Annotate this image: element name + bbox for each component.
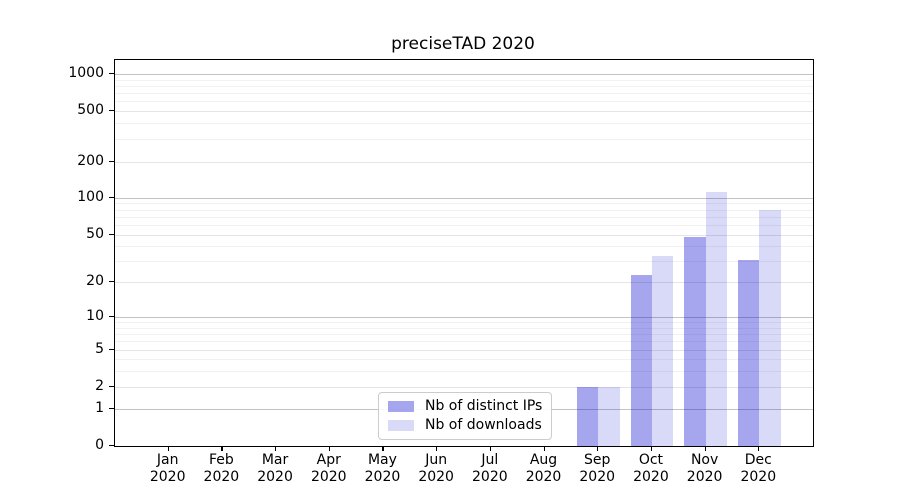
y-tick-mark	[109, 445, 114, 447]
x-tick-label: Sep 2020	[579, 452, 616, 485]
y-tick-label: 10	[86, 307, 104, 324]
gridline-minor	[115, 333, 813, 335]
x-tick-label: Mar 2020	[257, 452, 293, 485]
gridline-minor	[115, 86, 813, 88]
x-tick-mark	[650, 446, 653, 451]
legend-row: Nb of downloads	[388, 418, 542, 433]
x-tick-label: May 2020	[364, 452, 401, 485]
gridline-minor	[115, 327, 813, 329]
x-tick-label: Jan 2020	[149, 452, 186, 485]
gridline-minor	[115, 341, 813, 343]
y-tick-label: 20	[86, 273, 104, 289]
gridline-sub	[115, 386, 813, 388]
gridline-sub	[115, 110, 813, 112]
gridline-sub	[115, 162, 813, 163]
bar-downloads-nov	[705, 191, 727, 446]
x-tick-mark	[597, 446, 599, 451]
gridline-minor	[115, 246, 813, 248]
y-tick-label: 5	[95, 341, 104, 358]
gridline-minor	[115, 139, 813, 141]
bar-distinct-ips-sep	[576, 386, 599, 446]
gridline-minor	[115, 79, 813, 81]
chart-title: preciseTAD 2020	[391, 34, 535, 54]
y-tick-mark	[109, 109, 114, 111]
y-tick-mark	[109, 234, 114, 236]
gridline-sub	[115, 235, 813, 236]
gridline-sub	[115, 282, 813, 283]
bar-distinct-ips-dec	[737, 259, 760, 446]
x-tick-mark	[436, 446, 438, 451]
bar-distinct-ips-nov	[684, 237, 706, 446]
legend-label: Nb of distinct IPs	[425, 398, 543, 414]
gridline-minor	[115, 93, 813, 95]
x-tick-mark	[489, 446, 492, 451]
x-tick-label: Feb 2020	[203, 452, 240, 485]
gridline-minor	[115, 321, 813, 323]
y-tick-mark	[109, 281, 114, 283]
legend-row: Nb of distinct IPs	[388, 399, 542, 414]
gridline-sub	[115, 350, 813, 352]
gridline-minor	[115, 216, 813, 218]
legend-label: Nb of downloads	[425, 417, 542, 433]
x-tick-mark	[275, 446, 277, 451]
x-tick-mark	[221, 446, 223, 451]
x-tick-label: Jun 2020	[418, 452, 454, 485]
bar-distinct-ips-oct	[630, 274, 652, 446]
x-tick-label: Jul 2020	[472, 452, 508, 485]
y-tick-mark	[109, 196, 114, 198]
y-tick-mark	[109, 161, 114, 163]
y-tick-label: 2	[95, 377, 104, 394]
gridline-minor	[115, 261, 813, 263]
legend-swatch-downloads	[388, 420, 414, 431]
legend: Nb of distinct IPs Nb of downloads	[378, 392, 553, 440]
gridline-minor	[115, 203, 813, 205]
x-tick-mark	[328, 446, 330, 451]
gridline-major	[115, 197, 813, 199]
x-tick-label: Oct 2020	[633, 452, 669, 485]
x-tick-mark	[758, 446, 760, 451]
x-tick-mark	[382, 446, 384, 451]
gridline-major	[115, 74, 813, 76]
y-tick-label: 200	[77, 153, 104, 169]
gridline-minor	[115, 359, 813, 361]
gridline-major	[115, 316, 813, 318]
x-tick-label: Aug 2020	[525, 452, 562, 485]
x-tick-label: Apr 2020	[310, 452, 347, 485]
y-tick-mark	[109, 315, 114, 317]
y-tick-label: 0	[95, 437, 104, 453]
x-tick-label: Nov 2020	[686, 452, 723, 485]
y-tick-mark	[109, 407, 114, 409]
y-tick-label: 50	[86, 226, 104, 242]
y-tick-mark	[109, 73, 114, 75]
y-tick-mark	[109, 385, 114, 387]
bar-downloads-sep	[598, 386, 620, 446]
y-tick-label: 1	[95, 399, 104, 416]
gridline-minor	[115, 370, 813, 372]
x-tick-mark	[543, 446, 545, 451]
gridline-minor	[115, 209, 813, 211]
x-tick-mark	[704, 446, 706, 451]
y-tick-mark	[109, 349, 114, 351]
plot-area	[114, 59, 814, 447]
y-tick-label: 500	[77, 101, 104, 118]
gridline-minor	[115, 101, 813, 103]
y-tick-label: 1000	[68, 65, 104, 82]
x-tick-mark	[167, 446, 169, 451]
legend-swatch-distinct-ips	[388, 401, 414, 412]
bar-downloads-oct	[651, 256, 674, 446]
x-tick-label: Dec 2020	[740, 452, 777, 485]
gridline-minor	[115, 123, 813, 125]
y-tick-label: 100	[77, 188, 104, 205]
gridline-minor	[115, 225, 813, 227]
bar-downloads-dec	[759, 209, 781, 446]
